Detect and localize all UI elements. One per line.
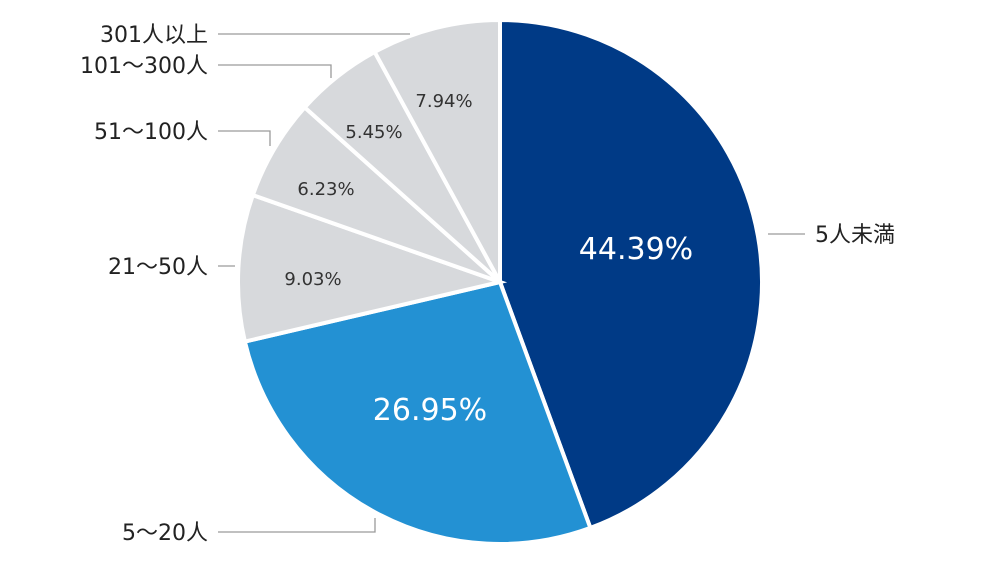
- leader-line-51-100: [218, 130, 271, 146]
- value-label-101-300: 5.45%: [345, 122, 402, 143]
- slice-5-20: [242, 279, 593, 546]
- category-label-5-20: 5〜20人: [122, 521, 208, 546]
- leader-line-5-20: [218, 518, 376, 533]
- value-label-21-50: 9.03%: [284, 269, 341, 290]
- value-label-5-under: 44.39%: [579, 232, 693, 267]
- category-label-5-under: 5人未満: [815, 223, 895, 248]
- slice-21-50: [236, 192, 508, 345]
- value-label-301-plus: 7.94%: [415, 91, 472, 112]
- category-label-301-plus: 301人以上: [100, 23, 208, 48]
- category-label-21-50: 21〜50人: [108, 255, 208, 280]
- slice-5-under: [498, 17, 765, 531]
- category-label-51-100: 51〜100人: [94, 120, 208, 145]
- slice-301-plus: [371, 17, 502, 283]
- leader-line-101-300: [218, 64, 332, 78]
- category-label-101-300: 101〜300人: [80, 54, 208, 79]
- pie-slices: [236, 17, 765, 546]
- value-label-5-20: 26.95%: [373, 393, 487, 428]
- value-label-51-100: 6.23%: [297, 179, 354, 200]
